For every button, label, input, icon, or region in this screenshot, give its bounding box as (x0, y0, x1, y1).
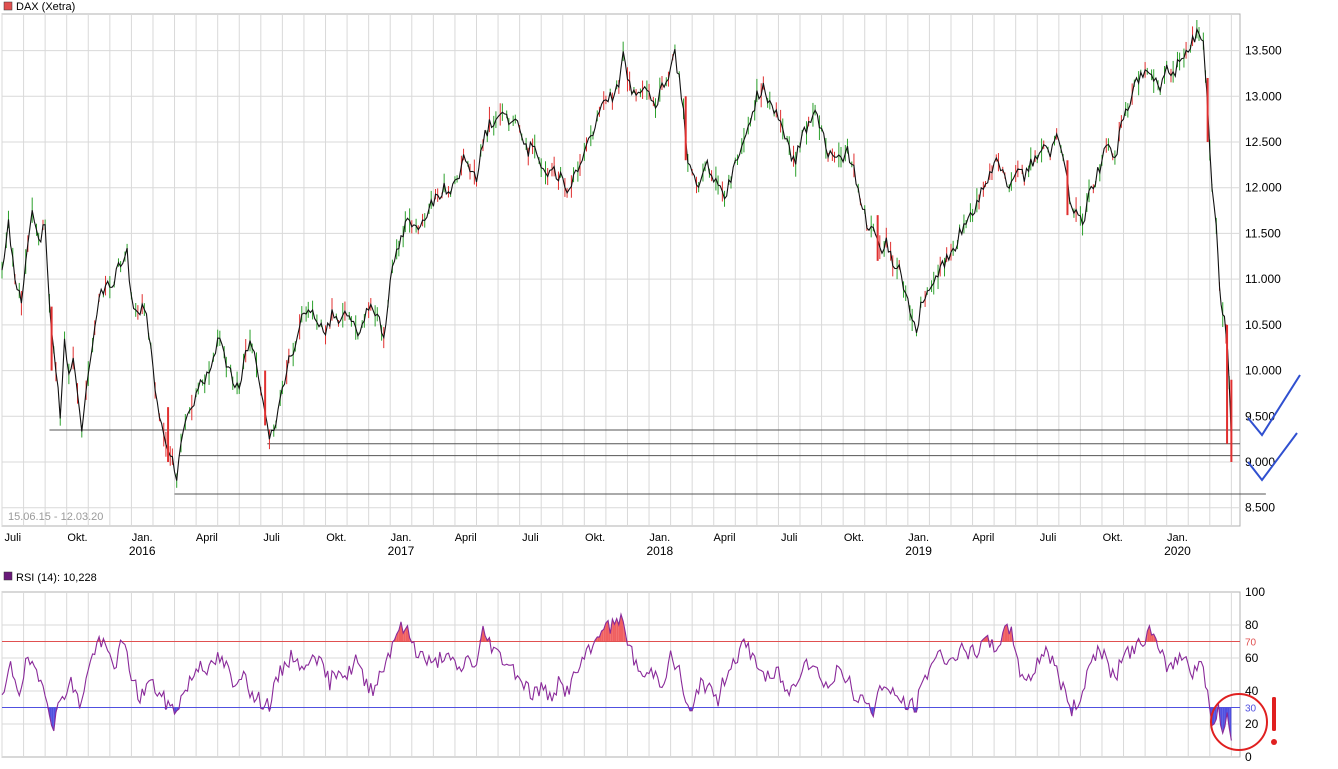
price-x-tick-label: Juli (781, 532, 798, 544)
checkmark-upper-icon (1247, 374, 1301, 437)
price-x-tick-label: April (455, 532, 477, 544)
exclamation-dot-icon (1271, 739, 1277, 745)
price-x-tick-label: Juli (263, 532, 280, 544)
support-lines (49, 429, 1266, 495)
price-y-tick-label: 11.000 (1245, 272, 1281, 286)
rsi-overbought-fill (1147, 625, 1150, 642)
price-plot-area (1, 13, 1241, 527)
rsi-overbought-fill (1151, 634, 1154, 642)
price-y-tick-label: 8.500 (1245, 501, 1275, 515)
price-x-tick-label: Jan. (391, 532, 412, 544)
rsi-overbought-fill (603, 622, 606, 642)
price-x-year-label: 2018 (646, 544, 673, 558)
price-y-tick-label: 9.500 (1245, 409, 1275, 423)
date-range-label: 15.06.15 - 12.03.20 (8, 511, 103, 523)
rsi-oversold-fill (1229, 707, 1232, 741)
price-y-tick-label: 13.000 (1245, 89, 1282, 103)
price-x-tick-label: Juli (1040, 532, 1057, 544)
rsi-overbought-fill (396, 630, 399, 642)
price-x-tick-label: Okt. (1103, 532, 1123, 544)
rsi-legend-swatch (3, 571, 13, 581)
rsi-oversold-fill (914, 707, 917, 713)
price-x-tick-label: Okt. (326, 532, 346, 544)
price-y-tick-label: 9.000 (1245, 455, 1275, 469)
price-x-tick-label: Juli (5, 532, 22, 544)
price-y-tick-label: 10.000 (1245, 364, 1282, 378)
rsi-overbought-fill (398, 621, 402, 642)
rsi-y-tick-label: 80 (1245, 618, 1259, 632)
rsi-y-tick-label: 20 (1245, 717, 1259, 731)
price-y-axis: 8.500 9.000 9.500 10.000 10.500 11.000 11.500 1… (1245, 44, 1282, 515)
price-y-tick-label: 10.500 (1245, 318, 1282, 332)
price-title: DAX (Xetra) (16, 1, 75, 13)
price-y-tick-label: 13.500 (1245, 44, 1282, 58)
price-legend-swatch (3, 1, 13, 11)
price-y-tick-label: 12.500 (1245, 135, 1282, 149)
rsi-level-lines (2, 641, 1240, 708)
rsi-overbought-fill (601, 629, 604, 642)
price-x-tick-label: Jan. (1167, 532, 1188, 544)
exclamation-mark-icon (1272, 697, 1276, 731)
price-x-year-label: 2019 (905, 544, 932, 558)
price-y-tick-label: 12.000 (1245, 181, 1282, 195)
price-x-tick-label: Okt. (585, 532, 605, 544)
checkmark-lower-icon (1247, 432, 1298, 482)
rsi-y-tick-label: 70 (1245, 638, 1257, 649)
rsi-overbought-fill (1004, 624, 1008, 642)
rsi-y-tick-label: 40 (1245, 684, 1259, 698)
price-x-tick-label: Jan. (132, 532, 153, 544)
rsi-y-tick-label: 0 (1245, 750, 1252, 764)
rsi-y-tick-label: 60 (1245, 651, 1259, 665)
price-y-tick-label: 11.500 (1245, 226, 1281, 240)
rsi-series (1, 612, 1232, 741)
rsi-oversold-fill (690, 707, 693, 711)
rsi-oversold-fill (871, 707, 874, 717)
price-x-tick-label: April (714, 532, 736, 544)
rsi-overbought-fill (1002, 626, 1005, 642)
rsi-title: RSI (14): 10,228 (16, 572, 97, 584)
rsi-overbought-fill (605, 620, 609, 642)
price-series (1, 19, 1233, 488)
rsi-oversold-fill (51, 707, 54, 731)
rsi-overbought-fill (405, 625, 408, 642)
rsi-y-axis: 0 20 30 40 60 70 80 100 (1245, 585, 1265, 764)
price-x-tick-label: April (196, 532, 218, 544)
oversold-highlight-circle (1210, 693, 1268, 751)
price-line (1, 27, 1232, 481)
price-x-year-label: 2016 (129, 544, 156, 558)
rsi-y-tick-label: 30 (1245, 704, 1257, 715)
price-x-tick-label: Okt. (844, 532, 864, 544)
rsi-overbought-fill (618, 614, 621, 642)
price-grid (1, 14, 1240, 526)
price-x-tick-label: Okt. (67, 532, 87, 544)
price-x-year-label: 2020 (1164, 544, 1191, 558)
rsi-y-tick-label: 100 (1245, 585, 1265, 599)
price-x-tick-label: April (972, 532, 994, 544)
rsi-overbought-fill (612, 619, 615, 642)
price-x-tick-label: Jan. (649, 532, 670, 544)
rsi-grid (1, 592, 1240, 757)
price-x-tick-label: Jan. (908, 532, 929, 544)
rsi-overbought-fill (597, 636, 600, 642)
price-x-year-label: 2017 (388, 544, 415, 558)
price-x-tick-label: Juli (522, 532, 539, 544)
rsi-line (1, 612, 1232, 741)
